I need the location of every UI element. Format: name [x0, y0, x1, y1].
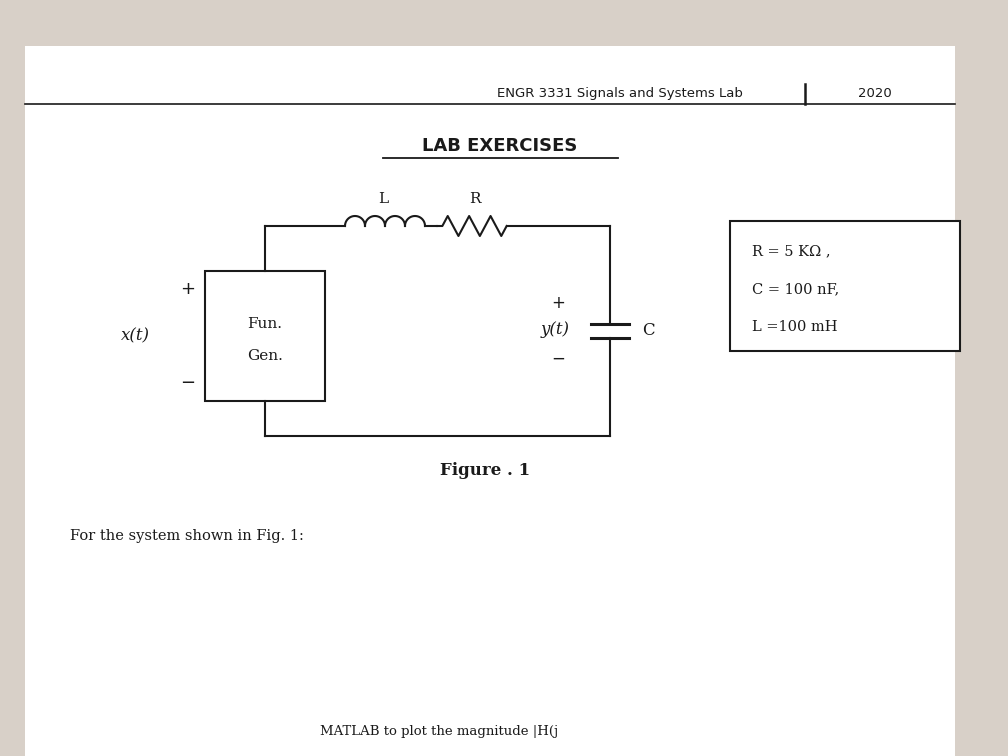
Text: −: −	[180, 374, 196, 392]
Text: C: C	[642, 323, 654, 339]
Text: −: −	[551, 350, 564, 368]
Text: Figure . 1: Figure . 1	[439, 463, 530, 479]
Text: +: +	[180, 280, 196, 298]
Text: For the system shown in Fig. 1:: For the system shown in Fig. 1:	[70, 529, 303, 543]
Text: LAB EXERCISES: LAB EXERCISES	[422, 137, 578, 155]
Text: 2020: 2020	[858, 88, 892, 101]
Text: Fun.: Fun.	[248, 317, 282, 331]
Text: +: +	[551, 294, 564, 312]
Text: C = 100 nF,: C = 100 nF,	[752, 282, 840, 296]
Bar	[205, 271, 325, 401]
Text: R: R	[470, 192, 481, 206]
Text: MATLAB to plot the magnitude |H(j: MATLAB to plot the magnitude |H(j	[320, 724, 558, 738]
Text: ENGR 3331 Signals and Systems Lab: ENGR 3331 Signals and Systems Lab	[497, 88, 743, 101]
Bar	[730, 221, 960, 351]
Text: Gen.: Gen.	[247, 349, 283, 363]
Text: y(t): y(t)	[540, 321, 570, 337]
Text: R = 5 KΩ ,: R = 5 KΩ ,	[752, 244, 831, 258]
Text: L =100 mH: L =100 mH	[752, 320, 838, 334]
Text: L: L	[378, 192, 388, 206]
Text: x(t): x(t)	[121, 327, 149, 345]
